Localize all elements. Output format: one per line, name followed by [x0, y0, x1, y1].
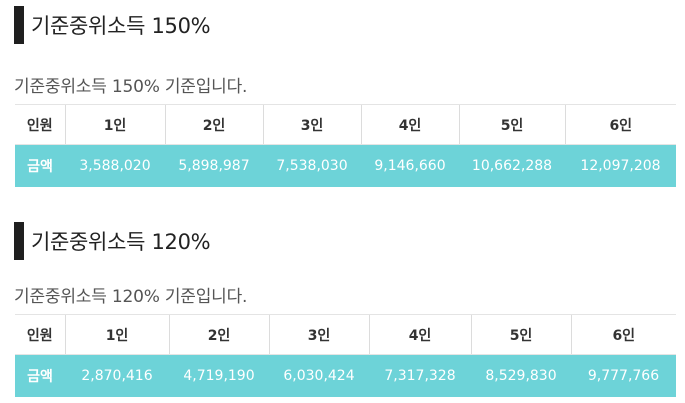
- header-cell-4: 4인: [360, 104, 459, 145]
- section-description: 기준중위소득 150% 기준입니다.: [14, 77, 248, 97]
- amount-cell-6: 9,777,766: [571, 354, 676, 397]
- section-description: 기준중위소득 120% 기준입니다.: [14, 287, 248, 307]
- section-heading: 기준중위소득 150%: [14, 6, 211, 44]
- amount-cell-5: 8,529,830: [471, 354, 571, 397]
- amount-cell-3: 7,538,030: [263, 144, 361, 187]
- section-title: 기준중위소득 150%: [31, 14, 211, 38]
- header-cell-6: 6인: [570, 314, 676, 355]
- amount-cell-4: 9,146,660: [361, 144, 459, 187]
- section-heading: 기준중위소득 120%: [14, 222, 211, 260]
- table-header-row: 인원 1인 2인 3인 4인 5인 6인: [15, 104, 676, 145]
- header-cell-2: 2인: [168, 314, 269, 355]
- header-cell-6: 6인: [564, 104, 676, 145]
- table-row: 금액 2,870,416 4,719,190 6,030,424 7,317,3…: [15, 354, 676, 397]
- heading-accent-bar: [14, 222, 24, 260]
- header-cell-1: 1인: [64, 314, 169, 355]
- header-cell-5: 5인: [470, 314, 571, 355]
- header-cell-3: 3인: [268, 314, 369, 355]
- amount-cell-2: 4,719,190: [169, 354, 269, 397]
- income-table: 인원 1인 2인 3인 4인 5인 6인 금액 3,588,020 5,898,…: [15, 104, 676, 187]
- amount-cell-2: 5,898,987: [165, 144, 263, 187]
- header-cell-people: 인원: [15, 314, 65, 355]
- amount-cell-5: 10,662,288: [459, 144, 565, 187]
- amount-cell-6: 12,097,208: [565, 144, 676, 187]
- income-table: 인원 1인 2인 3인 4인 5인 6인 금액 2,870,416 4,719,…: [15, 314, 676, 397]
- header-cell-2: 2인: [164, 104, 263, 145]
- amount-cell-1: 3,588,020: [65, 144, 165, 187]
- table-row: 금액 3,588,020 5,898,987 7,538,030 9,146,6…: [15, 144, 676, 187]
- header-cell-1: 1인: [64, 104, 165, 145]
- amount-cell-4: 7,317,328: [369, 354, 471, 397]
- header-cell-4: 4인: [368, 314, 471, 355]
- header-cell-5: 5인: [458, 104, 565, 145]
- table-header-row: 인원 1인 2인 3인 4인 5인 6인: [15, 314, 676, 355]
- amount-cell-3: 6,030,424: [269, 354, 369, 397]
- amount-cell-1: 2,870,416: [65, 354, 169, 397]
- heading-accent-bar: [14, 6, 24, 44]
- header-cell-people: 인원: [15, 104, 65, 145]
- section-title: 기준중위소득 120%: [31, 230, 211, 254]
- row-label-amount: 금액: [15, 354, 65, 397]
- header-cell-3: 3인: [262, 104, 361, 145]
- row-label-amount: 금액: [15, 144, 65, 187]
